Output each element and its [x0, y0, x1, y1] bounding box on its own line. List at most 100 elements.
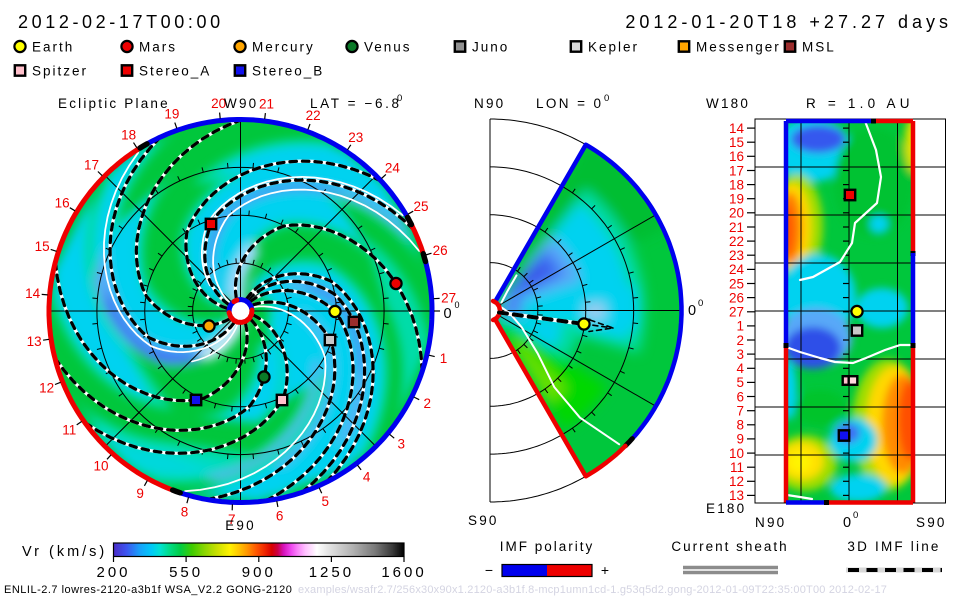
- svg-text:8: 8: [181, 504, 189, 519]
- svg-text:Current sheath: Current sheath: [671, 539, 788, 554]
- svg-text:MSL: MSL: [802, 40, 836, 55]
- svg-text:22: 22: [729, 234, 744, 249]
- svg-text:0: 0: [853, 510, 858, 521]
- svg-text:18: 18: [121, 128, 136, 143]
- svg-text:3D IMF line: 3D IMF line: [847, 539, 940, 554]
- svg-text:2: 2: [736, 333, 744, 348]
- svg-text:Vr (km/s): Vr (km/s): [22, 544, 107, 560]
- svg-text:9: 9: [136, 486, 144, 501]
- svg-text:16: 16: [729, 149, 744, 164]
- svg-text:13: 13: [27, 334, 42, 349]
- svg-text:16: 16: [55, 196, 70, 211]
- svg-text:11: 11: [62, 423, 76, 438]
- svg-text:25: 25: [729, 276, 744, 291]
- svg-text:IMF polarity: IMF polarity: [500, 539, 595, 554]
- svg-text:14: 14: [25, 286, 41, 301]
- svg-text:5: 5: [736, 375, 744, 390]
- svg-text:1: 1: [736, 319, 744, 334]
- svg-text:Ecliptic Plane: Ecliptic Plane: [58, 96, 170, 111]
- svg-text:E90: E90: [225, 518, 256, 533]
- svg-text:Mercury: Mercury: [252, 40, 315, 55]
- svg-text:Stereo_A: Stereo_A: [139, 64, 211, 79]
- svg-text:R = 1.0 AU: R = 1.0 AU: [806, 96, 914, 111]
- svg-text:0: 0: [843, 515, 851, 531]
- svg-text:LON = 0: LON = 0: [536, 96, 603, 111]
- svg-text:1600: 1600: [381, 564, 426, 581]
- svg-text:S90: S90: [916, 515, 947, 530]
- svg-text:14: 14: [729, 121, 745, 136]
- svg-text:9: 9: [736, 432, 744, 447]
- svg-text:Mars: Mars: [139, 40, 177, 55]
- svg-text:4: 4: [736, 361, 744, 376]
- svg-text:Juno: Juno: [472, 40, 509, 55]
- svg-text:2: 2: [424, 396, 432, 411]
- svg-text:550: 550: [169, 564, 203, 581]
- svg-text:Earth: Earth: [32, 40, 74, 55]
- svg-text:17: 17: [729, 163, 744, 178]
- svg-text:10: 10: [729, 446, 744, 461]
- svg-text:N90: N90: [755, 515, 786, 530]
- svg-text:3: 3: [736, 347, 744, 362]
- svg-text:10: 10: [93, 459, 108, 474]
- svg-text:900: 900: [242, 564, 276, 581]
- svg-text:20: 20: [211, 96, 226, 111]
- svg-text:LAT = −6.8: LAT = −6.8: [310, 96, 402, 111]
- svg-text:examples/wsafr2.7/256x30x90x1.: examples/wsafr2.7/256x30x90x1.2120-a3b1f…: [298, 584, 887, 596]
- svg-text:24: 24: [385, 161, 401, 176]
- svg-text:1: 1: [440, 351, 448, 366]
- svg-text:W180: W180: [706, 96, 750, 111]
- svg-text:22: 22: [306, 108, 321, 123]
- svg-text:23: 23: [348, 130, 363, 145]
- svg-text:0: 0: [397, 93, 402, 104]
- svg-text:0: 0: [455, 300, 460, 310]
- svg-text:1250: 1250: [309, 564, 354, 581]
- svg-text:+: +: [601, 562, 609, 578]
- svg-text:Venus: Venus: [364, 40, 412, 55]
- svg-text:19: 19: [729, 192, 744, 207]
- svg-text:21: 21: [729, 220, 744, 235]
- svg-text:0: 0: [444, 306, 452, 322]
- svg-text:20: 20: [729, 206, 744, 221]
- svg-text:ENLIL-2.7 lowres-2120-a3b1f WS: ENLIL-2.7 lowres-2120-a3b1f WSA_V2.2 GON…: [4, 584, 292, 596]
- svg-text:6: 6: [276, 508, 284, 523]
- svg-text:3: 3: [397, 436, 405, 451]
- svg-text:15: 15: [35, 239, 50, 254]
- svg-text:5: 5: [322, 494, 330, 509]
- svg-text:S90: S90: [468, 513, 499, 528]
- svg-text:24: 24: [729, 262, 745, 277]
- svg-text:0: 0: [604, 93, 609, 104]
- svg-text:19: 19: [164, 107, 179, 122]
- svg-text:18: 18: [729, 177, 744, 192]
- svg-text:0: 0: [688, 303, 696, 319]
- svg-text:12: 12: [39, 380, 54, 395]
- svg-text:7: 7: [228, 512, 236, 527]
- svg-text:Kepler: Kepler: [588, 40, 639, 55]
- svg-text:0: 0: [698, 298, 703, 309]
- svg-text:26: 26: [729, 290, 744, 305]
- svg-text:2012-02-17T00:00: 2012-02-17T00:00: [18, 12, 224, 32]
- svg-text:13: 13: [729, 488, 744, 503]
- svg-text:E180: E180: [706, 501, 746, 516]
- svg-text:26: 26: [433, 243, 448, 258]
- svg-text:N90: N90: [474, 96, 505, 111]
- svg-text:8: 8: [736, 418, 744, 433]
- svg-text:W90: W90: [224, 96, 258, 111]
- svg-text:25: 25: [413, 199, 428, 214]
- svg-text:12: 12: [729, 474, 744, 489]
- svg-text:27: 27: [729, 305, 744, 320]
- svg-text:Stereo_B: Stereo_B: [252, 64, 324, 79]
- svg-text:7: 7: [736, 404, 744, 419]
- svg-text:11: 11: [730, 460, 744, 475]
- svg-text:−: −: [485, 562, 493, 578]
- svg-text:27: 27: [441, 290, 456, 305]
- svg-text:2012-01-20T18 +27.27 days: 2012-01-20T18 +27.27 days: [625, 12, 952, 32]
- svg-text:4: 4: [363, 470, 371, 485]
- svg-text:23: 23: [729, 248, 744, 263]
- svg-text:15: 15: [729, 135, 744, 150]
- svg-text:Spitzer: Spitzer: [32, 64, 88, 79]
- svg-text:Messenger: Messenger: [696, 40, 781, 55]
- svg-text:17: 17: [84, 158, 99, 173]
- svg-text:200: 200: [96, 564, 130, 581]
- svg-text:6: 6: [736, 389, 744, 404]
- svg-text:21: 21: [259, 97, 274, 112]
